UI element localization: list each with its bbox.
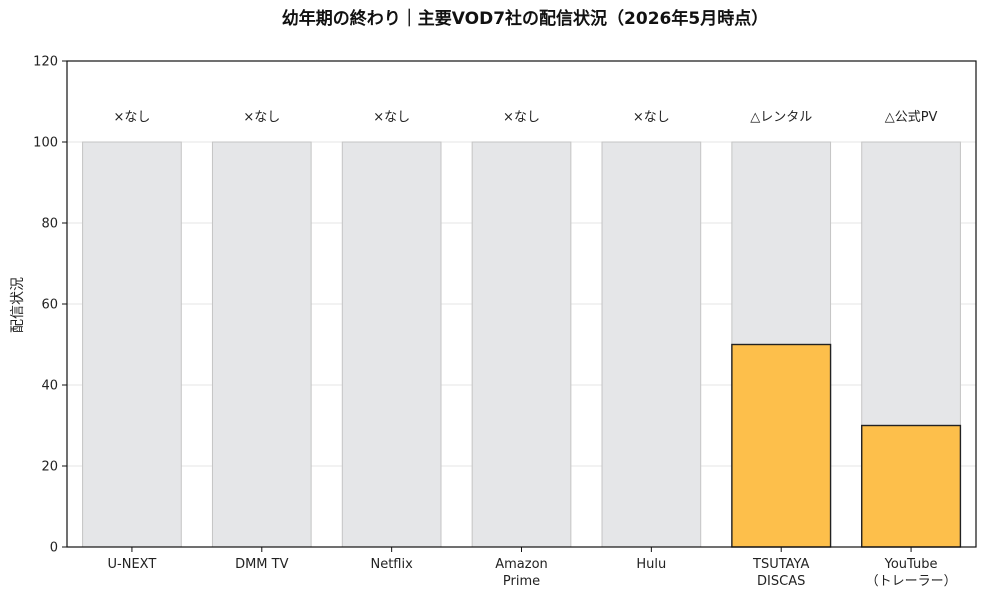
x-tick-label: Netflix xyxy=(370,557,413,572)
x-tick-label: Amazon xyxy=(495,557,548,572)
x-tick-label: （トレーラー） xyxy=(866,574,957,589)
y-tick-label: 40 xyxy=(41,379,58,394)
background-bar xyxy=(82,141,182,548)
value-bar xyxy=(861,424,962,548)
y-tick-label: 120 xyxy=(33,55,58,70)
value-bar xyxy=(731,343,832,548)
y-tick-label: 20 xyxy=(41,460,58,475)
chart-title: 幼年期の終わり｜主要VOD7社の配信状況（2026年5月時点） xyxy=(282,8,768,29)
x-tick-label: Hulu xyxy=(636,557,666,572)
value-bars xyxy=(731,343,962,548)
y-tick-label: 0 xyxy=(50,541,58,556)
status-label: ×なし xyxy=(243,110,280,125)
status-label: ×なし xyxy=(503,110,540,125)
status-labels: ×なし ×なし ×なし ×なし ×なし △レンタル △公式PV xyxy=(113,110,937,125)
x-tick-label: TSUTAYA xyxy=(752,557,809,572)
status-label: ×なし xyxy=(373,110,410,125)
plot-frame xyxy=(66,60,977,548)
x-tick-label: YouTube xyxy=(884,557,938,572)
y-tick-label: 100 xyxy=(33,136,58,151)
y-axis-ticks: 0 20 40 60 80 100 120 xyxy=(33,55,67,556)
status-label: ×なし xyxy=(113,110,150,125)
y-tick-label: 60 xyxy=(41,298,58,313)
background-bar xyxy=(341,141,442,548)
x-tick-label: DMM TV xyxy=(235,557,289,572)
x-tick-label: U-NEXT xyxy=(108,557,157,572)
x-tick-label: DISCAS xyxy=(757,574,805,589)
x-axis-labels: U-NEXT DMM TV Netflix Amazon Prime Hulu TSUTAY… xyxy=(108,547,957,589)
x-tick-label: Prime xyxy=(503,574,540,589)
y-axis-label: 配信状況 xyxy=(10,277,26,333)
background-bar xyxy=(471,141,572,548)
status-label: △公式PV xyxy=(885,110,938,125)
status-label: ×なし xyxy=(633,110,670,125)
background-bar xyxy=(601,141,702,548)
status-label: △レンタル xyxy=(750,110,812,125)
background-bars xyxy=(82,141,961,548)
background-bar xyxy=(211,141,312,548)
y-tick-label: 80 xyxy=(41,217,58,232)
